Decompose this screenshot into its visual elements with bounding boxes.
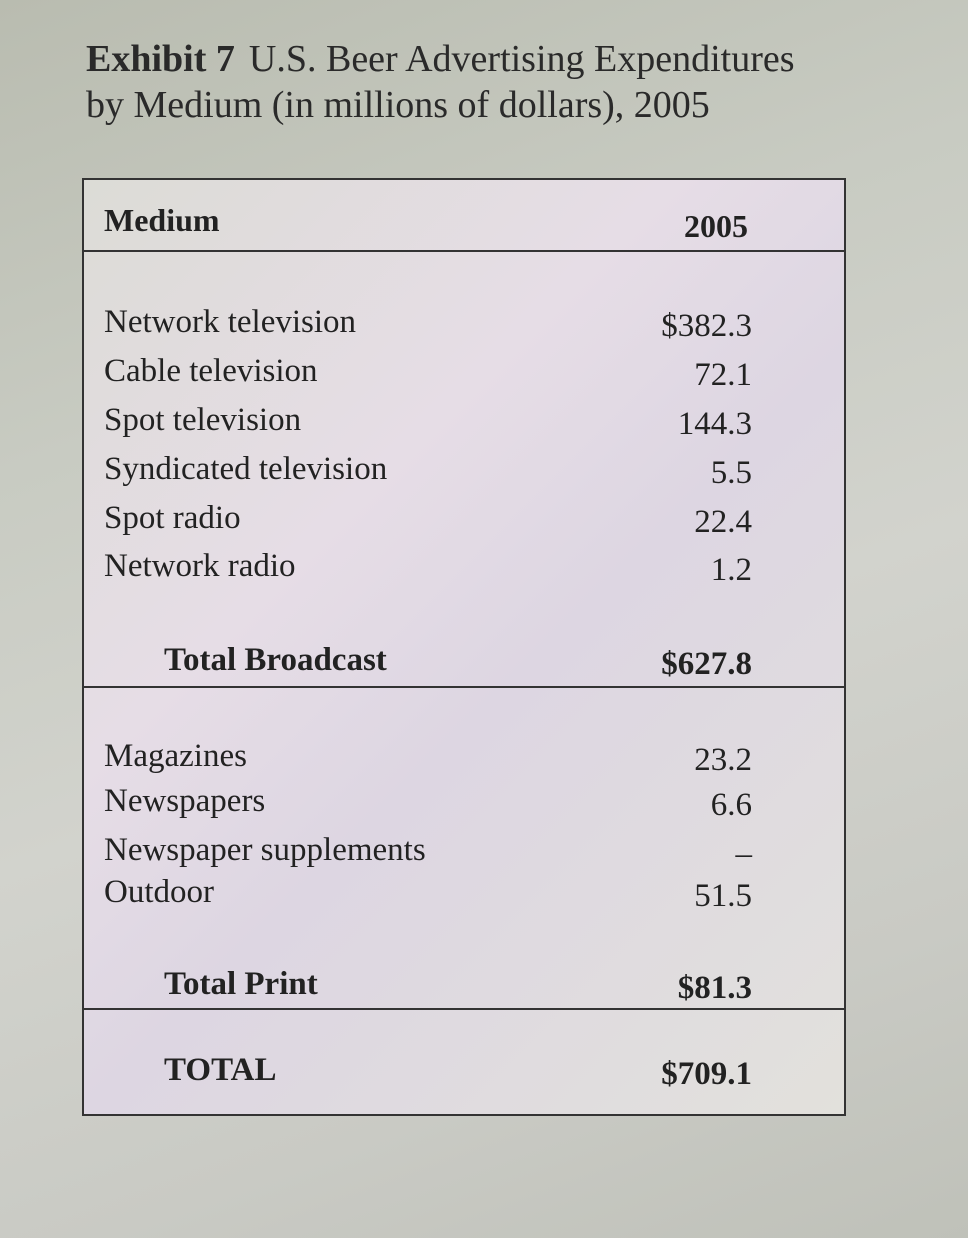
table-row: Newspaper supplements – (84, 832, 844, 880)
table-row: Cable television 72.1 (84, 353, 844, 401)
table-row: Outdoor 51.5 (84, 874, 844, 922)
row-value: 6.6 (710, 787, 752, 823)
exhibit-title: Exhibit 7 U.S. Beer Advertising Expenditu… (86, 36, 886, 128)
total-broadcast-label: Total Broadcast (164, 642, 387, 678)
row-medium: Outdoor (104, 874, 214, 910)
row-medium: Magazines (104, 738, 247, 774)
row-medium: Network television (104, 304, 357, 340)
section-divider (84, 1008, 844, 1010)
row-value: 144.3 (677, 406, 752, 442)
exhibit-title-line1: U.S. Beer Advertising Expenditures (248, 38, 795, 80)
row-medium: Newspapers (104, 783, 266, 819)
grand-total-row: TOTAL $709.1 (84, 1052, 844, 1100)
table-row: Network radio 1.2 (84, 548, 844, 596)
row-value: 72.1 (694, 357, 752, 393)
header-year: 2005 (684, 208, 748, 244)
row-value: $382.3 (661, 308, 752, 344)
row-medium: Newspaper supplements (104, 832, 426, 868)
row-medium: Syndicated television (104, 451, 388, 487)
row-value: 22.4 (694, 504, 752, 540)
table-row: Syndicated television 5.5 (84, 451, 844, 499)
grand-total-label: TOTAL (164, 1052, 277, 1088)
table-row: Spot television 144.3 (84, 402, 844, 450)
total-broadcast-value: $627.8 (661, 646, 752, 682)
grand-total-value: $709.1 (661, 1056, 752, 1092)
exhibit-title-line2: by Medium (in millions of dollars), 2005 (86, 84, 710, 126)
section-divider (84, 686, 844, 688)
table-row: Magazines 23.2 (84, 738, 844, 786)
expenditures-table: Medium 2005 Network television $382.3 Ca… (82, 178, 846, 1116)
row-value: 23.2 (694, 742, 752, 778)
total-print-row: Total Print $81.3 (84, 966, 844, 1014)
exhibit-label: Exhibit 7 (86, 38, 235, 80)
header-medium: Medium (104, 202, 220, 238)
table-row: Spot radio 22.4 (84, 500, 844, 548)
row-value: 5.5 (710, 455, 752, 491)
table-row: Network television $382.3 (84, 304, 844, 352)
row-medium: Spot television (104, 402, 302, 438)
total-print-label: Total Print (164, 966, 318, 1002)
table-row: Newspapers 6.6 (84, 783, 844, 831)
row-medium: Network radio (104, 548, 296, 584)
row-value: – (735, 836, 753, 872)
row-medium: Cable television (104, 353, 318, 389)
total-print-value: $81.3 (677, 970, 752, 1006)
total-broadcast-row: Total Broadcast $627.8 (84, 642, 844, 690)
table-header: Medium 2005 (84, 180, 844, 252)
row-value: 51.5 (694, 878, 752, 914)
row-value: 1.2 (710, 552, 752, 588)
row-medium: Spot radio (104, 500, 241, 536)
